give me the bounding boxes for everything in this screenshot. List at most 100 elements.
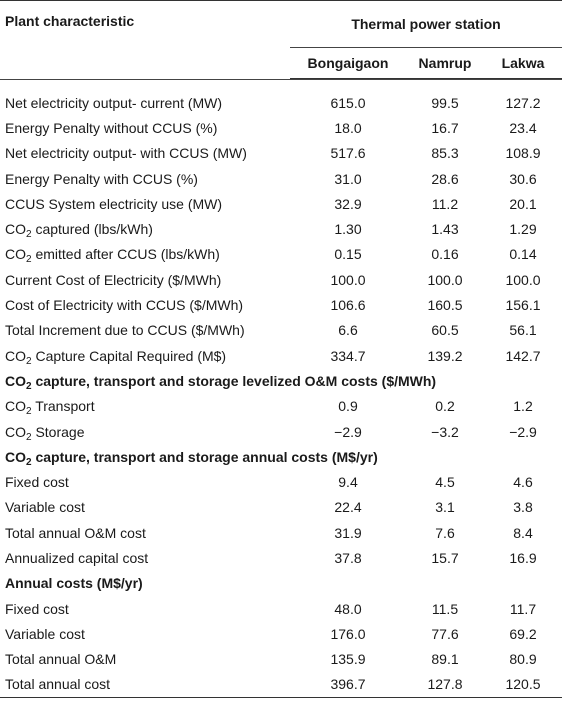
row-label: Current Cost of Electricity ($/MWh) <box>5 271 222 288</box>
row-label: Variable cost <box>5 499 85 516</box>
table-row: Energy Penalty without CCUS (%) 18.0 16.… <box>0 115 562 140</box>
thermal-power-station-header: Thermal power station <box>290 0 562 48</box>
row-label: Net electricity output- current (MW) <box>5 94 223 111</box>
cell-value: 9.4 <box>338 474 358 491</box>
cell-value: 0.16 <box>431 246 459 263</box>
cell-value: 1.43 <box>431 221 459 238</box>
cell-value: 31.0 <box>334 170 362 187</box>
cell-value: 48.0 <box>334 600 362 617</box>
cell-value: 0.15 <box>334 246 362 263</box>
row-label: Fixed cost <box>5 474 69 491</box>
cell-value: 139.2 <box>427 347 463 364</box>
cell-value: 11.5 <box>431 600 459 617</box>
cell-value: 4.6 <box>513 474 533 491</box>
cell-value: 37.8 <box>334 549 362 566</box>
row-label: Variable cost <box>5 625 85 642</box>
cell-value: 69.2 <box>509 625 537 642</box>
spacer-row <box>0 80 562 91</box>
cell-value: −2.9 <box>334 423 362 440</box>
cell-value: 127.2 <box>505 94 541 111</box>
table-row: CCUS System electricity use (MW) 32.9 11… <box>0 191 562 216</box>
section-header-annual-ccs: CO2 capture, transport and storage annua… <box>0 444 562 469</box>
cell-value: 3.1 <box>435 499 455 516</box>
cell-value: 56.1 <box>509 322 537 339</box>
row-label: CO2 Capture Capital Required (M$) <box>5 347 227 367</box>
cell-value: 99.5 <box>431 94 459 111</box>
row-label: Net electricity output- with CCUS (MW) <box>5 145 247 162</box>
station-header-lakwa: Lakwa <box>484 47 562 79</box>
table-row: Variable cost 22.4 3.1 3.8 <box>0 495 562 520</box>
row-label: CO2 emitted after CCUS (lbs/kWh) <box>5 246 220 266</box>
plant-characteristic-header: Plant characteristic <box>0 0 290 79</box>
cell-value: 11.2 <box>431 195 459 212</box>
table-row: Cost of Electricity with CCUS ($/MWh) 10… <box>0 292 562 317</box>
table-row: Annualized capital cost 37.8 15.7 16.9 <box>0 545 562 570</box>
cell-value: 20.1 <box>509 195 537 212</box>
section-header-annual: Annual costs (M$/yr) <box>0 571 562 596</box>
row-label: Total annual cost <box>0 671 290 699</box>
section-title: CO2 capture, transport and storage level… <box>5 372 437 392</box>
row-label: CO2 Transport <box>5 398 95 418</box>
cell-value: 100.0 <box>330 271 366 288</box>
cell-value: 80.9 <box>509 651 537 668</box>
table-row: Fixed cost 9.4 4.5 4.6 <box>0 469 562 494</box>
table-row: CO2 Capture Capital Required (M$) 334.7 … <box>0 343 562 368</box>
row-label: Total annual O&M <box>5 651 117 668</box>
table-row: Current Cost of Electricity ($/MWh) 100.… <box>0 267 562 292</box>
cell-value: 127.8 <box>406 671 484 699</box>
cell-value: 11.7 <box>509 600 537 617</box>
cell-value: 32.9 <box>334 195 362 212</box>
table-row: Net electricity output- with CCUS (MW) 5… <box>0 141 562 166</box>
cell-value: 8.4 <box>513 524 533 541</box>
cell-value: 22.4 <box>334 499 362 516</box>
cell-value: 100.0 <box>505 271 541 288</box>
cell-value: 135.9 <box>330 651 366 668</box>
cell-value: 396.7 <box>290 671 406 699</box>
cell-value: 16.9 <box>509 549 537 566</box>
cell-value: 7.6 <box>435 524 455 541</box>
cell-value: 6.6 <box>338 322 358 339</box>
header-row-1: Plant characteristic Thermal power stati… <box>0 0 562 79</box>
cell-value: 176.0 <box>330 625 366 642</box>
table-row: CO2 Storage −2.9 −3.2 −2.9 <box>0 419 562 444</box>
cell-value: 106.6 <box>330 297 366 314</box>
cell-value: 16.7 <box>431 119 459 136</box>
cell-value: 23.4 <box>509 119 537 136</box>
cell-value: 160.5 <box>427 297 463 314</box>
cell-value: 30.6 <box>509 170 537 187</box>
cell-value: 1.29 <box>509 221 537 238</box>
row-label: Cost of Electricity with CCUS ($/MWh) <box>5 297 244 314</box>
row-label: CO2 Storage <box>5 423 85 443</box>
table-row: Net electricity output- current (MW) 615… <box>0 90 562 115</box>
header-row-2: Bongaigaon Namrup Lakwa <box>0 47 562 79</box>
row-label: CCUS System electricity use (MW) <box>5 195 223 212</box>
table-row: Variable cost 176.0 77.6 69.2 <box>0 621 562 646</box>
cell-value: 615.0 <box>330 94 366 111</box>
section-header-levelized: CO2 capture, transport and storage level… <box>0 368 562 393</box>
section-title: Annual costs (M$/yr) <box>5 575 143 592</box>
row-label: Energy Penalty without CCUS (%) <box>5 119 218 136</box>
row-label: CO2 captured (lbs/kWh) <box>5 221 153 241</box>
cell-value: 1.30 <box>334 221 362 238</box>
section-title: CO2 capture, transport and storage annua… <box>5 448 378 468</box>
row-label: Total Increment due to CCUS ($/MWh) <box>5 322 245 339</box>
cell-value: 77.6 <box>431 625 459 642</box>
cell-value: −3.2 <box>431 423 459 440</box>
table-row: Total Increment due to CCUS ($/MWh) 6.6 … <box>0 318 562 343</box>
cell-value: 15.7 <box>431 549 459 566</box>
cell-value: 156.1 <box>505 297 541 314</box>
cell-value: 60.5 <box>431 322 459 339</box>
header-spacer <box>0 78 562 80</box>
table-row: Fixed cost 48.0 11.5 11.7 <box>0 596 562 621</box>
cell-value: 108.9 <box>505 145 541 162</box>
cell-value: 0.9 <box>338 398 358 415</box>
station-header-bongaigaon: Bongaigaon <box>290 47 406 79</box>
table-row: Energy Penalty with CCUS (%) 31.0 28.6 3… <box>0 166 562 191</box>
station-header-namrup: Namrup <box>406 47 484 79</box>
cell-value: 0.2 <box>435 398 455 415</box>
cell-value: 0.14 <box>509 246 537 263</box>
cell-value: 4.5 <box>435 474 455 491</box>
table-row: CO2 emitted after CCUS (lbs/kWh) 0.15 0.… <box>0 242 562 267</box>
table-row: Total annual cost 396.7 127.8 120.5 <box>0 671 562 699</box>
